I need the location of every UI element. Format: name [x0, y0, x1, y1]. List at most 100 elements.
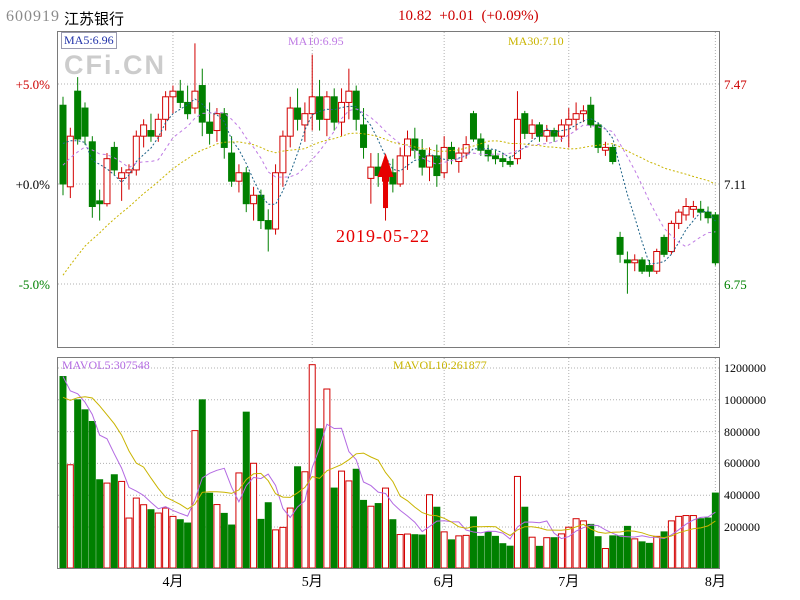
candle-up	[675, 211, 683, 224]
volume-bar-down	[609, 535, 617, 568]
volume-chart-canvas[interactable]	[58, 358, 719, 568]
candle-down	[535, 124, 543, 137]
volume-bar-up	[367, 505, 375, 568]
ma10-legend: MA10:6.95	[288, 34, 344, 48]
candle-up	[572, 113, 580, 120]
candle-down	[81, 107, 89, 137]
volume-bar-up	[301, 471, 309, 568]
volume-bar-down	[506, 545, 514, 568]
month-label-8月: 8月	[704, 575, 726, 590]
candle-down	[433, 155, 441, 177]
ma30-line	[62, 132, 716, 276]
volume-bar-down	[389, 519, 397, 568]
candle-up	[169, 90, 177, 98]
price-axis-plus5: +5.0%	[15, 77, 50, 92]
mavol5-legend: MAVOL5:307548	[62, 358, 150, 372]
candle-up	[286, 107, 294, 137]
volume-bar-down	[220, 512, 228, 568]
candle-down	[59, 104, 67, 185]
price-panel	[57, 31, 720, 348]
candle-down	[499, 158, 507, 162]
volume-bar-up	[543, 537, 551, 568]
volume-bar-down	[110, 474, 118, 568]
price-axis-zero: +0.0%	[15, 177, 50, 192]
candle-down	[352, 90, 360, 120]
mavol10-line	[62, 396, 716, 539]
candle-down	[623, 259, 631, 264]
volume-bar-down	[74, 399, 82, 568]
watermark-logo: CFi.CN	[64, 50, 166, 80]
price-axis-low: 6.75	[724, 277, 747, 292]
candle-down	[74, 90, 82, 140]
candle-down	[242, 172, 250, 205]
candle-up	[689, 206, 697, 210]
candle-up	[279, 135, 287, 174]
candle-down	[147, 130, 155, 137]
candle-down	[491, 155, 499, 160]
volume-bar-down	[447, 539, 455, 568]
candle-up	[396, 155, 404, 185]
volume-bar-up	[565, 526, 573, 568]
volume-bar-up	[462, 534, 470, 568]
candle-down	[609, 146, 617, 162]
candle-down	[360, 124, 368, 148]
volume-bar-up	[426, 494, 433, 568]
volume-bar-down	[374, 503, 382, 568]
annotation-arrow-head	[377, 153, 394, 178]
volume-bar-up	[140, 504, 148, 568]
volume-bar-down	[697, 518, 705, 568]
vol-axis-1000000: 1000000	[724, 393, 766, 407]
candle-down	[316, 96, 324, 120]
volume-bar-up	[572, 518, 580, 568]
volume-bar-down	[184, 522, 192, 568]
volume-bar-down	[147, 509, 155, 568]
volume-bar-up	[653, 535, 661, 568]
stock-name: 江苏银行	[64, 12, 125, 28]
volume-panel	[57, 357, 720, 569]
candle-down	[711, 214, 719, 264]
candle-up	[601, 146, 609, 151]
volume-bar-down	[228, 524, 236, 568]
volume-bar-up	[118, 480, 126, 568]
vol-axis-800000: 800000	[724, 425, 760, 439]
volume-bar-down	[360, 499, 368, 568]
ma30-legend: MA30:7.10	[508, 34, 564, 48]
candle-up	[543, 130, 551, 137]
price-chart-canvas[interactable]	[58, 32, 719, 347]
volume-bar-down	[616, 535, 624, 568]
candle-up	[338, 101, 346, 123]
volume-bar-down	[352, 468, 360, 568]
volume-bar-up	[103, 482, 111, 568]
month-label-4月: 4月	[162, 575, 184, 590]
candle-down	[521, 113, 529, 134]
volume-bar-down	[623, 525, 631, 568]
volume-bar-down	[594, 536, 602, 568]
volume-bar-up	[631, 538, 639, 568]
volume-bar-up	[154, 512, 162, 568]
candle-down	[206, 121, 214, 134]
candle-down	[469, 113, 477, 140]
volume-bar-up	[338, 470, 346, 568]
candle-up	[103, 158, 111, 205]
volume-bar-up	[675, 515, 683, 568]
candle-up	[140, 124, 148, 137]
candle-up	[367, 166, 375, 179]
candle-up	[272, 172, 280, 230]
candle-down	[638, 259, 646, 272]
volume-bar-down	[587, 523, 595, 568]
volume-bar-down	[59, 376, 67, 568]
candle-up	[118, 172, 126, 179]
candle-down	[704, 211, 712, 219]
candle-up	[235, 172, 243, 182]
volume-bar-up	[250, 462, 258, 568]
candle-down	[96, 200, 104, 205]
volume-bar-up	[235, 472, 243, 568]
candle-down	[477, 138, 485, 151]
volume-bar-down	[264, 502, 272, 568]
volume-bar-up	[440, 531, 448, 568]
volume-bar-down	[257, 518, 265, 568]
volume-bar-up	[382, 487, 390, 568]
candle-down	[176, 90, 184, 103]
candle-down	[110, 146, 118, 171]
candle-up	[667, 222, 675, 253]
